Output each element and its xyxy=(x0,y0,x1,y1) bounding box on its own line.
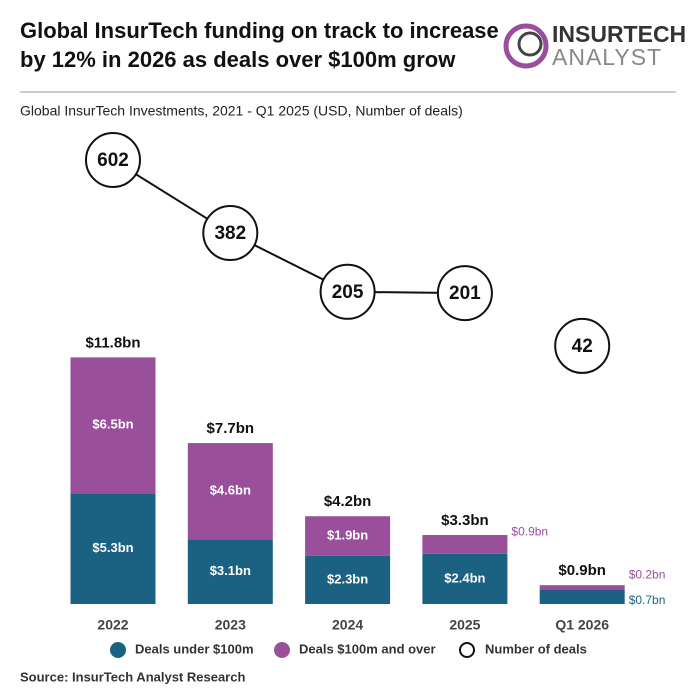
bar-segment xyxy=(539,589,625,604)
deal-label: 201 xyxy=(449,283,481,304)
total-label: $11.8bn xyxy=(85,334,140,351)
deal-label: 205 xyxy=(332,282,364,303)
deal-marker xyxy=(436,265,493,322)
x-tick-label: 2022 xyxy=(97,617,128,633)
deal-label: 42 xyxy=(572,336,593,357)
total-label: $3.3bn xyxy=(441,512,489,529)
bar-segment xyxy=(70,493,156,604)
bar-segment xyxy=(305,555,391,604)
bar-segment xyxy=(70,357,156,494)
legend-swatch xyxy=(274,642,290,658)
value-label: $0.9bn xyxy=(511,525,548,539)
value-label: $3.1bn xyxy=(210,563,251,578)
logo-ring xyxy=(517,31,543,57)
total-label: $7.7bn xyxy=(207,420,255,437)
value-label: $2.4bn xyxy=(444,570,485,585)
deal-label: 602 xyxy=(97,150,129,171)
legend-swatch xyxy=(459,642,475,658)
title-line: Global InsurTech funding on track to inc… xyxy=(20,18,499,43)
value-label: $6.5bn xyxy=(92,417,133,432)
value-label: $0.7bn xyxy=(629,593,666,607)
legend-label: Number of deals xyxy=(485,641,587,656)
value-label: $0.2bn xyxy=(629,567,666,581)
value-label: $4.6bn xyxy=(210,483,251,498)
legend-swatch xyxy=(110,642,126,658)
x-tick-label: Q1 2026 xyxy=(555,617,609,633)
deals-line xyxy=(112,159,465,295)
subtitle: Global InsurTech Investments, 2021 - Q1 … xyxy=(20,103,463,119)
total-label: $0.9bn xyxy=(558,562,606,579)
bar-segment xyxy=(422,535,508,554)
deal-marker xyxy=(202,205,259,262)
bar-segment xyxy=(187,539,273,604)
bar-segment xyxy=(422,553,508,604)
deal-marker xyxy=(554,317,611,374)
bar-segment xyxy=(539,585,625,590)
legend-label: Deals under $100m xyxy=(135,641,254,656)
bar-segment xyxy=(305,516,391,556)
source: Source: InsurTech Analyst Research xyxy=(20,669,245,684)
deal-label: 382 xyxy=(214,223,246,244)
value-label: $2.3bn xyxy=(327,571,368,586)
title-line: by 12% in 2026 as deals over $100m grow xyxy=(20,47,456,72)
logo-ring xyxy=(503,23,549,69)
deal-marker xyxy=(319,263,376,320)
bar-segment xyxy=(187,443,273,540)
legend-label: Deals $100m and over xyxy=(299,641,436,656)
x-tick-label: 2023 xyxy=(215,617,246,633)
value-label: $5.3bn xyxy=(92,540,133,555)
x-tick-label: 2024 xyxy=(332,617,363,633)
logo-bottom: ANALYST xyxy=(552,44,662,70)
logo-icon xyxy=(503,23,549,69)
logo-top: INSURTECH xyxy=(552,21,686,47)
total-label: $4.2bn xyxy=(324,493,372,510)
x-tick-label: 2025 xyxy=(449,617,480,633)
deal-marker xyxy=(85,132,141,188)
value-label: $1.9bn xyxy=(327,528,368,543)
